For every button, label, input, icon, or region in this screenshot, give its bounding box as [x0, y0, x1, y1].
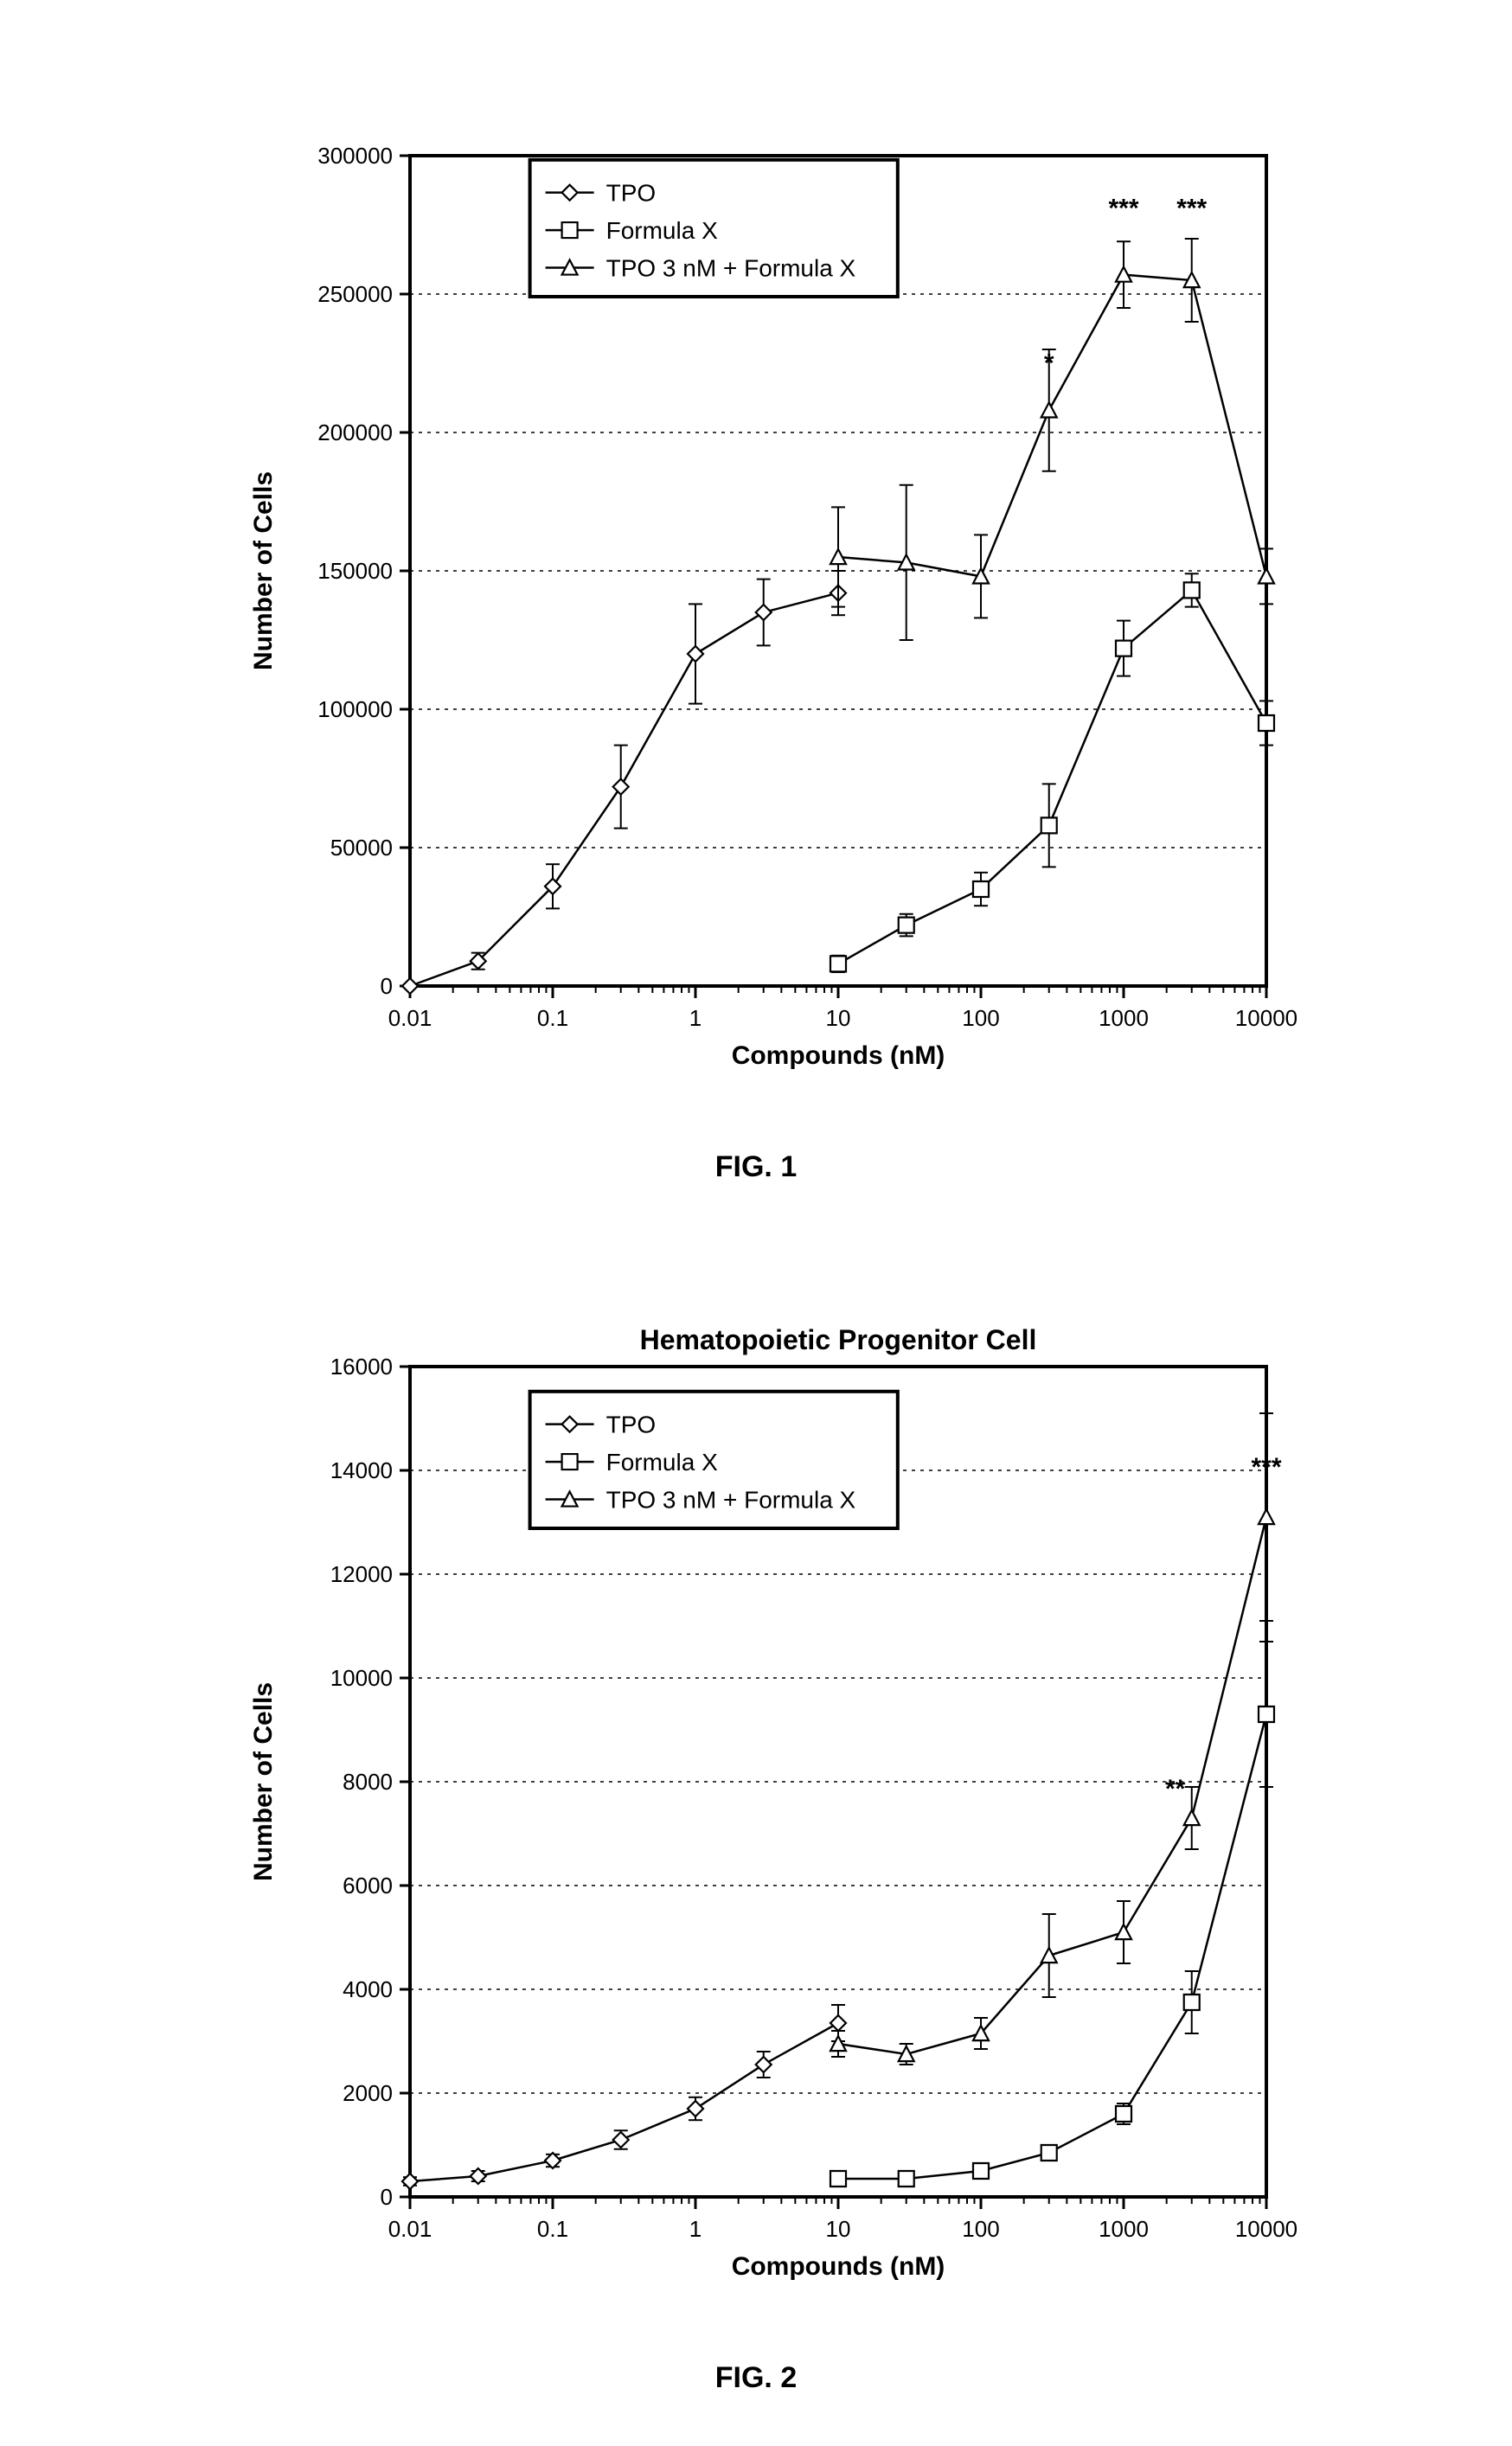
svg-text:0.1: 0.1 — [537, 2216, 568, 2242]
svg-text:***: *** — [1251, 1453, 1281, 1482]
page: 0500001000001500002000002500003000000.01… — [0, 0, 1512, 2446]
svg-text:Formula X: Formula X — [606, 1449, 718, 1476]
svg-text:1000: 1000 — [1099, 2216, 1149, 2242]
svg-text:8000: 8000 — [343, 1769, 393, 1795]
svg-text:10: 10 — [826, 2216, 851, 2242]
svg-text:Number of Cells: Number of Cells — [249, 1682, 278, 1881]
svg-text:100: 100 — [962, 1005, 999, 1031]
svg-text:1000: 1000 — [1099, 1005, 1149, 1031]
figure-2: 0 2000 4000 6000 8000 10000 12000 14000 16000 0.0… — [211, 1271, 1301, 2395]
svg-text:4000: 4000 — [343, 1976, 393, 2002]
svg-text:10000: 10000 — [330, 1665, 393, 1691]
svg-text:150000: 150000 — [317, 558, 393, 584]
svg-text:0.1: 0.1 — [537, 1005, 568, 1031]
svg-text:100000: 100000 — [317, 696, 393, 722]
svg-text:10000: 10000 — [1235, 1005, 1297, 1031]
svg-text:200000: 200000 — [317, 419, 393, 445]
figure-1-chart: 0 50000 100000 150000 200000 250000 300000 0.01… — [211, 104, 1301, 1124]
svg-text:Compounds (nM): Compounds (nM) — [732, 1041, 945, 1070]
svg-text:10: 10 — [826, 1005, 851, 1031]
svg-text:0.01: 0.01 — [388, 1005, 432, 1031]
svg-text:50000: 50000 — [330, 835, 393, 861]
figure-2-chart: 0 2000 4000 6000 8000 10000 12000 14000 16000 0.0… — [211, 1271, 1301, 2335]
figure-1: 0 50000 100000 150000 200000 250000 300000 0.01… — [211, 104, 1301, 1184]
figure-2-caption: FIG. 2 — [211, 2361, 1301, 2395]
svg-text:**: ** — [1165, 1775, 1186, 1803]
svg-text:14000: 14000 — [330, 1457, 393, 1483]
svg-text:Hematopoietic Progenitor Cell: Hematopoietic Progenitor Cell — [640, 1324, 1037, 1355]
svg-text:Formula X: Formula X — [606, 217, 718, 244]
svg-text:100: 100 — [962, 2216, 999, 2242]
svg-text:Number of Cells: Number of Cells — [249, 471, 278, 670]
svg-text:0.01: 0.01 — [388, 2216, 432, 2242]
svg-text:TPO: TPO — [606, 179, 657, 206]
svg-text:2000: 2000 — [343, 2080, 393, 2106]
svg-text:0: 0 — [381, 973, 393, 999]
svg-text:***: *** — [1176, 194, 1207, 222]
svg-text:0: 0 — [381, 2184, 393, 2210]
svg-text:300000: 300000 — [317, 143, 393, 169]
svg-text:TPO 3 nM + Formula X: TPO 3 nM + Formula X — [606, 1486, 856, 1513]
figure-1-caption: FIG. 1 — [211, 1150, 1301, 1184]
svg-text:10000: 10000 — [1235, 2216, 1297, 2242]
svg-text:TPO: TPO — [606, 1411, 657, 1438]
svg-text:Compounds (nM): Compounds (nM) — [732, 2252, 945, 2281]
svg-text:16000: 16000 — [330, 1354, 393, 1380]
svg-text:***: *** — [1108, 194, 1138, 222]
svg-text:6000: 6000 — [343, 1873, 393, 1899]
svg-text:250000: 250000 — [317, 281, 393, 307]
svg-text:*: * — [1044, 349, 1054, 378]
svg-text:1: 1 — [689, 1005, 702, 1031]
svg-text:TPO 3 nM + Formula X: TPO 3 nM + Formula X — [606, 254, 856, 281]
svg-text:12000: 12000 — [330, 1561, 393, 1587]
svg-text:1: 1 — [689, 2216, 702, 2242]
